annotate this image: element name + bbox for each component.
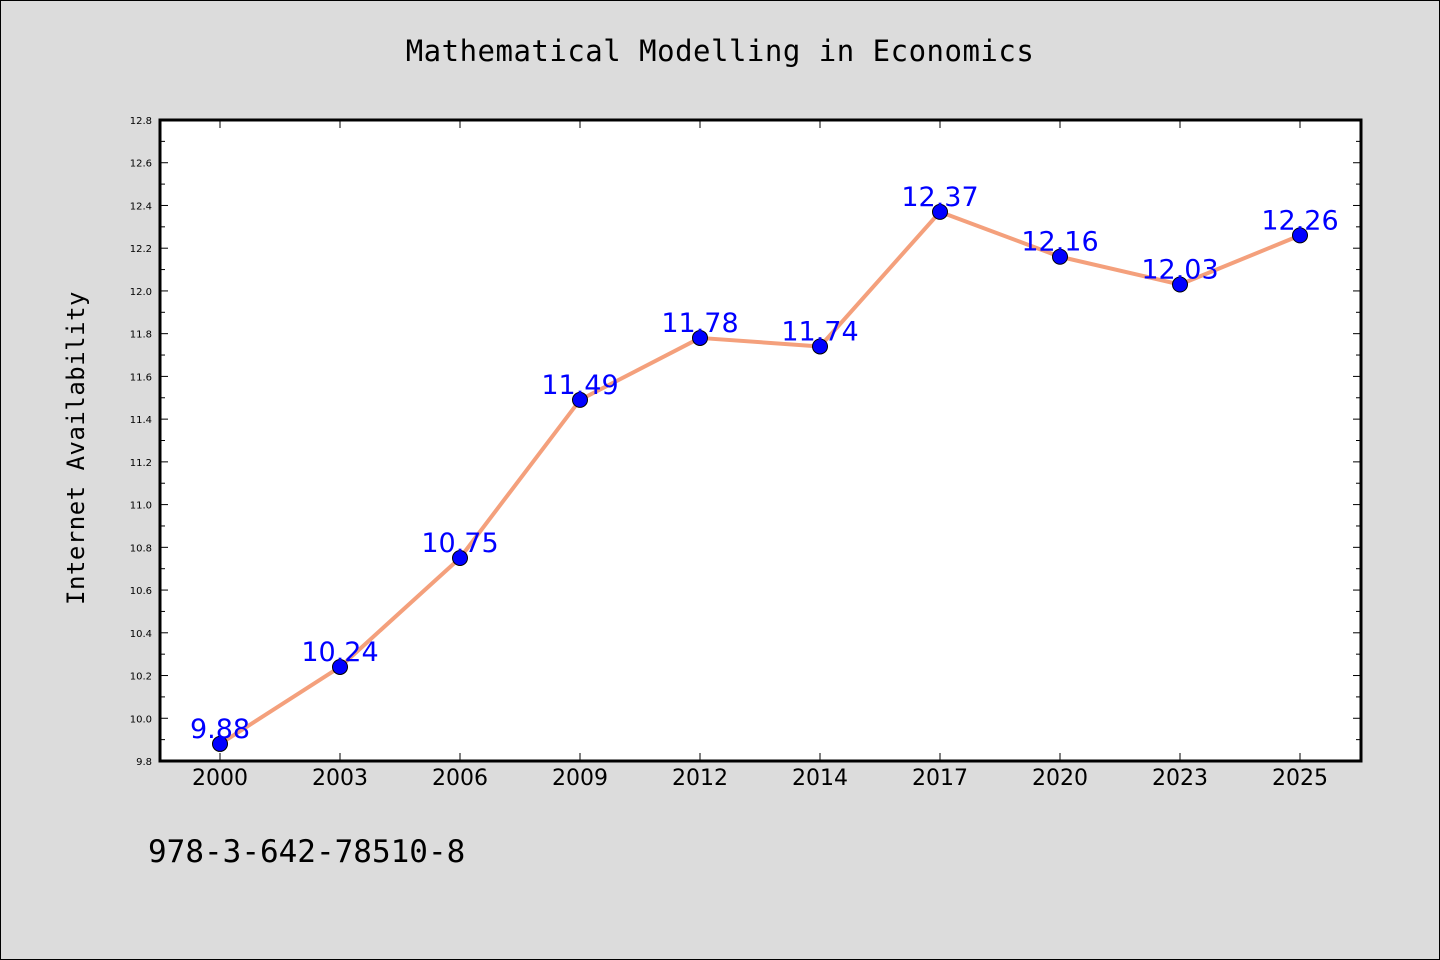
data-label: 11.49 <box>541 370 618 401</box>
data-point <box>812 338 828 355</box>
y-tick-label: 12.0 <box>130 287 152 298</box>
x-tick-label: 2003 <box>312 766 368 791</box>
y-tick-label: 11.2 <box>130 458 152 469</box>
y-tick-label: 11.4 <box>130 415 152 426</box>
y-tick-label: 11.8 <box>130 330 152 341</box>
data-label: 12.37 <box>901 182 978 213</box>
x-tick-label: 2017 <box>912 766 968 791</box>
y-tick-label: 10.6 <box>130 586 152 597</box>
data-label: 11.78 <box>661 308 738 339</box>
y-tick-label: 12.8 <box>130 116 152 127</box>
x-tick-label: 2020 <box>1032 766 1088 791</box>
data-label: 11.74 <box>781 316 858 347</box>
plot-border <box>158 118 1363 763</box>
data-point <box>212 735 228 752</box>
data-label: 10.75 <box>421 528 498 559</box>
y-tick-label: 12.6 <box>130 159 152 170</box>
y-tick-label: 9.8 <box>136 757 152 768</box>
data-point <box>1292 227 1308 244</box>
data-label: 12.03 <box>1141 255 1218 286</box>
y-tick-label: 10.0 <box>130 714 152 725</box>
plot-area <box>160 120 1361 761</box>
data-point <box>932 203 948 220</box>
y-tick-label: 12.2 <box>130 244 152 255</box>
x-tick-label: 2012 <box>672 766 728 791</box>
data-point <box>332 658 348 675</box>
data-point <box>1172 276 1188 293</box>
x-tick-label: 2023 <box>1152 766 1208 791</box>
y-tick-label: 11.6 <box>130 372 152 383</box>
data-label: 10.24 <box>301 637 378 668</box>
data-label: 12.26 <box>1261 205 1338 236</box>
y-tick-label: 11.0 <box>130 501 152 512</box>
x-tick-label: 2000 <box>192 766 248 791</box>
y-tick-label: 12.4 <box>130 201 152 212</box>
x-tick-label: 2006 <box>432 766 488 791</box>
x-tick-label: 2009 <box>552 766 608 791</box>
y-tick-label: 10.2 <box>130 672 152 683</box>
series-line <box>218 209 1302 746</box>
x-tick-label: 2014 <box>792 766 848 791</box>
data-point <box>572 391 588 408</box>
y-tick-label: 10.4 <box>130 629 152 640</box>
data-point <box>692 329 708 346</box>
x-tick-label: 2025 <box>1272 766 1328 791</box>
data-point <box>452 550 468 567</box>
data-point <box>1052 248 1068 265</box>
y-tick-label: 10.8 <box>130 543 152 554</box>
data-label: 12.16 <box>1021 227 1098 258</box>
data-label: 9.88 <box>190 714 250 745</box>
isbn-text: 978-3-642-78510-8 <box>148 834 466 870</box>
chart-title: Mathematical Modelling in Economics <box>405 34 1035 68</box>
